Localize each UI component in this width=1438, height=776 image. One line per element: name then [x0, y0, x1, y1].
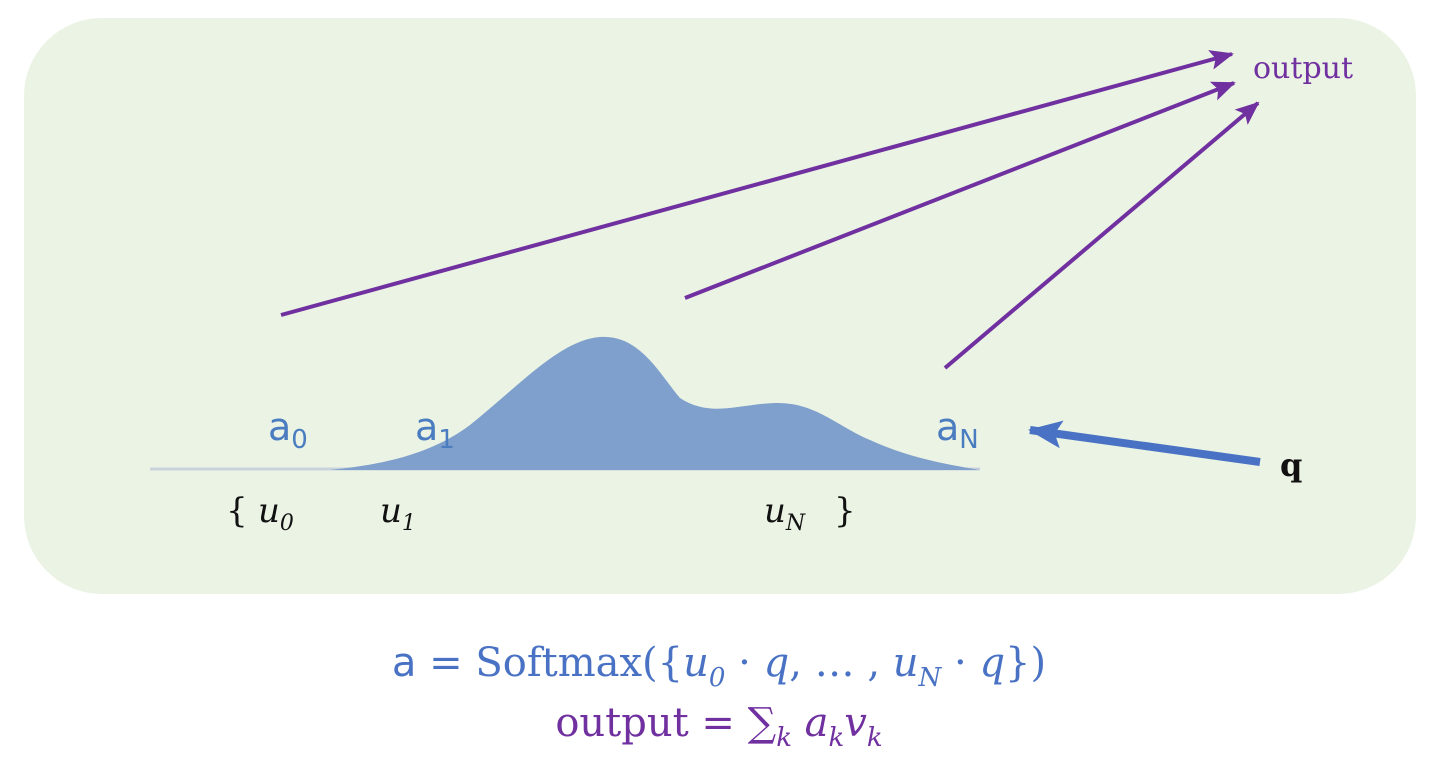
label-u0: u0 — [258, 491, 294, 536]
label-a1: a1 — [415, 405, 455, 455]
arrow-aN-to-output — [943, 101, 1260, 370]
arrow-q-to-aN — [1028, 420, 1261, 466]
diagram-panel — [24, 18, 1416, 594]
brace-open: { — [226, 491, 248, 531]
output-formula: output = ∑k akvk — [555, 700, 883, 753]
label-output: output — [1253, 51, 1353, 86]
label-u1: u1 — [380, 491, 416, 536]
softmax-formula: a = Softmax({u0 · q, … , uN · q}) — [391, 640, 1047, 693]
arrow-a1-to-output — [684, 81, 1236, 300]
attention-diagram: a0 a1 aN { u0 u1 uN } output q — [150, 50, 1353, 536]
attention-distribution — [330, 336, 980, 470]
label-a0: a0 — [268, 405, 308, 455]
arrow-a0-to-output — [280, 50, 1234, 317]
label-aN: aN — [936, 405, 979, 455]
brace-close: } — [834, 491, 856, 531]
label-uN: uN — [764, 491, 806, 536]
label-q: q — [1280, 446, 1302, 484]
